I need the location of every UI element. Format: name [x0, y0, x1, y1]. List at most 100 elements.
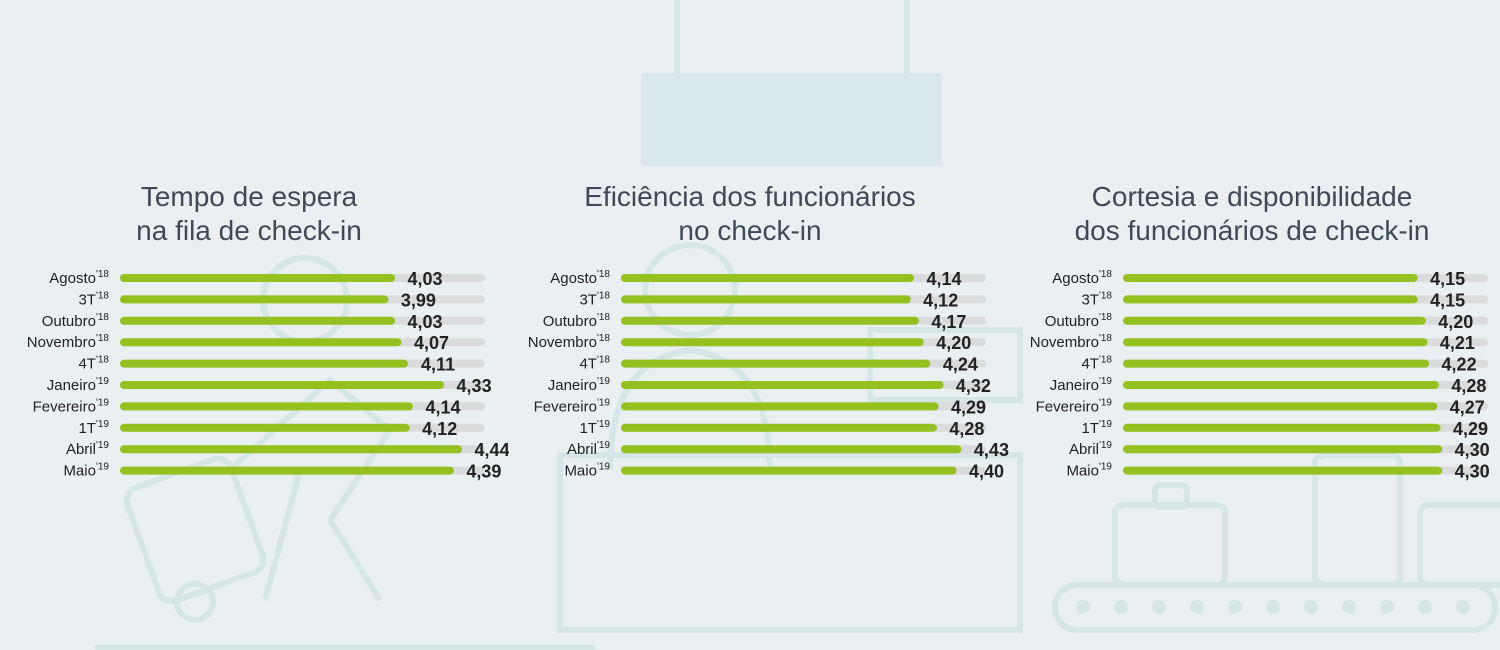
bar — [621, 316, 919, 325]
data-label: 4,17 — [931, 312, 966, 332]
bar — [621, 359, 931, 368]
category-label: Abril'19 — [1069, 440, 1112, 458]
chart-title-line-1: Eficiência dos funcionários — [584, 181, 916, 212]
category-label: Novembro'18 — [528, 333, 611, 351]
data-label: 4,28 — [1451, 376, 1486, 396]
category-label: 3T'18 — [78, 290, 109, 308]
data-label: 4,14 — [926, 269, 961, 289]
bar — [621, 338, 924, 347]
category-label: 4T'18 — [1081, 355, 1112, 373]
data-label: 4,24 — [943, 355, 978, 375]
bar — [1123, 359, 1430, 368]
data-label: 4,12 — [422, 419, 457, 439]
category-label: Fevereiro'19 — [1036, 397, 1113, 415]
data-label: 4,33 — [457, 376, 492, 396]
chart-title: Cortesia e disponibilidade dos funcionár… — [1012, 180, 1492, 248]
category-label: Agosto'18 — [550, 269, 610, 287]
category-label: 3T'18 — [579, 290, 610, 308]
chart-title-line-1: Tempo de espera — [140, 181, 358, 212]
data-label: 4,29 — [1453, 419, 1488, 439]
bar — [120, 359, 409, 368]
chart-title: Tempo de espera na fila de check-in — [9, 180, 489, 248]
category-label: Fevereiro'19 — [534, 397, 611, 415]
category-label: Abril'19 — [66, 440, 109, 458]
bar — [120, 295, 389, 304]
data-label: 4,12 — [923, 290, 958, 310]
bar — [621, 466, 957, 475]
data-label: 4,43 — [974, 440, 1009, 460]
category-label: Maio'19 — [63, 462, 109, 480]
bar — [621, 402, 939, 411]
bar — [1123, 295, 1418, 304]
category-label: Maio'19 — [564, 462, 610, 480]
data-label: 4,30 — [1455, 440, 1490, 460]
data-label: 4,22 — [1442, 355, 1477, 375]
category-label: Novembro'18 — [1030, 333, 1113, 351]
data-label: 4,20 — [1438, 312, 1473, 332]
bar — [621, 274, 914, 282]
data-label: 4,40 — [969, 462, 1004, 482]
bar — [120, 423, 410, 432]
bar — [120, 316, 395, 325]
bar — [1123, 316, 1426, 325]
data-label: 4,07 — [414, 333, 449, 353]
category-label: Janeiro'19 — [47, 376, 110, 394]
bar — [1123, 423, 1441, 432]
data-label: 4,39 — [466, 462, 501, 482]
data-label: 4,32 — [956, 376, 991, 396]
bar — [120, 466, 454, 475]
category-label: Outubro'18 — [42, 312, 110, 330]
bar — [621, 295, 911, 304]
category-label: 1T'19 — [78, 419, 109, 437]
chart-title-line-2: na fila de check-in — [136, 215, 362, 246]
category-label: Agosto'18 — [1052, 269, 1112, 287]
bar — [1123, 381, 1439, 389]
data-label: 4,44 — [475, 440, 509, 460]
data-label: 3,99 — [401, 290, 436, 310]
category-label: Novembro'18 — [27, 333, 110, 351]
chart-title-line-1: Cortesia e disponibilidade — [1091, 181, 1413, 212]
category-label: Outubro'18 — [543, 312, 611, 330]
data-label: 4,15 — [1430, 269, 1465, 289]
bar-chart-efficiency: Agosto'18 4,14 3T'18 4,12 Outubro'18 4,17 Nove… — [528, 269, 1009, 482]
bar — [120, 445, 463, 454]
chart-title: Eficiência dos funcionários no check-in — [510, 180, 990, 248]
data-label: 4,15 — [1430, 290, 1465, 310]
bar — [621, 423, 937, 432]
bar — [1123, 466, 1443, 475]
data-label: 4,14 — [425, 397, 460, 417]
bar-chart-courtesy: Agosto'18 4,15 3T'18 4,15 Outubro'18 4,20 Nove… — [1030, 269, 1490, 482]
category-label: Fevereiro'19 — [33, 397, 110, 415]
category-label: 3T'18 — [1081, 290, 1112, 308]
category-label: Janeiro'19 — [548, 376, 611, 394]
category-label: 4T'18 — [579, 355, 610, 373]
category-label: Agosto'18 — [49, 269, 109, 287]
bar-chart-wait-time: Agosto'18 4,03 3T'18 3,99 Outubro'18 4,03 Nove… — [27, 269, 509, 482]
data-label: 4,03 — [407, 312, 442, 332]
chart-title-line-2: no check-in — [678, 215, 822, 246]
bar — [1123, 402, 1438, 411]
bar — [621, 445, 962, 454]
bar — [120, 274, 395, 282]
data-label: 4,27 — [1450, 397, 1485, 417]
bar — [120, 338, 402, 347]
data-label: 4,03 — [407, 269, 442, 289]
bar — [120, 402, 413, 411]
category-label: 1T'19 — [1081, 419, 1112, 437]
category-label: Abril'19 — [567, 440, 610, 458]
category-label: 1T'19 — [579, 419, 610, 437]
chart-title-line-2: dos funcionários de check-in — [1074, 215, 1430, 246]
bar — [621, 381, 944, 389]
data-label: 4,20 — [936, 333, 971, 353]
data-label: 4,21 — [1440, 333, 1475, 353]
data-label: 4,29 — [951, 397, 986, 417]
data-label: 4,28 — [949, 419, 984, 439]
bar — [120, 381, 445, 389]
category-label: Maio'19 — [1066, 462, 1112, 480]
category-label: Outubro'18 — [1045, 312, 1113, 330]
bar — [1123, 274, 1418, 282]
category-label: 4T'18 — [78, 355, 109, 373]
data-label: 4,11 — [421, 355, 455, 375]
bar — [1123, 338, 1428, 347]
